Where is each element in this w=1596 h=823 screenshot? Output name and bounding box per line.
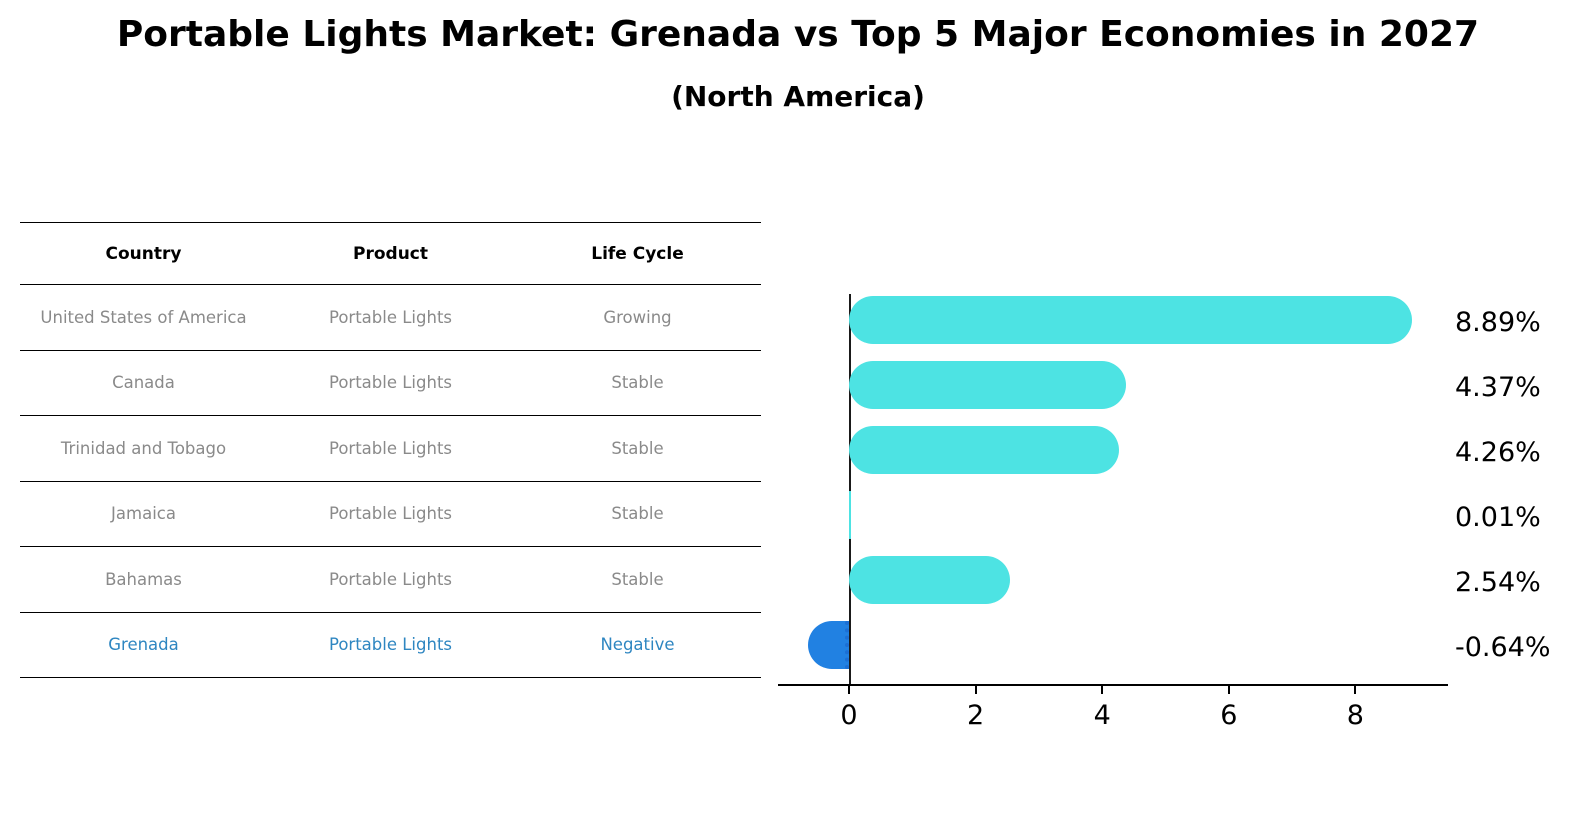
table-header-row: Country Product Life Cycle xyxy=(20,223,761,285)
x-tick-mark-0 xyxy=(848,686,850,694)
page-title: Portable Lights Market: Grenada vs Top 5… xyxy=(116,14,1480,55)
cell-life-cycle: Growing xyxy=(603,307,672,327)
table-row-canada: Canada Portable Lights Stable xyxy=(20,351,761,416)
plot-area xyxy=(778,290,1448,686)
bar-value-label-canada: 4.37% xyxy=(1455,372,1541,403)
bar-value-label-trinidad-and-tobago: 4.26% xyxy=(1455,437,1541,468)
bar-value-label-grenada: -0.64% xyxy=(1455,632,1551,663)
horizontal-bar-chart: 0 2 4 6 8 xyxy=(778,290,1448,750)
cell-life-cycle: Negative xyxy=(600,635,675,655)
x-tick-label-6: 6 xyxy=(1220,700,1238,731)
cell-product: Portable Lights xyxy=(328,635,453,655)
x-tick-mark-6 xyxy=(1227,686,1230,694)
bar-grenada xyxy=(808,621,849,669)
table-row-trinidad-and-tobago: Trinidad and Tobago Portable Lights Stab… xyxy=(20,416,761,482)
bar-trinidad-and-tobago xyxy=(849,426,1119,474)
cell-country: Grenada xyxy=(108,635,179,655)
cell-country: Trinidad and Tobago xyxy=(60,438,227,458)
bar-canada xyxy=(849,361,1126,409)
table-row-bahamas: Bahamas Portable Lights Stable xyxy=(20,547,761,613)
x-tick-label-0: 0 xyxy=(840,700,858,731)
cell-product: Portable Lights xyxy=(328,307,453,327)
cell-country: Jamaica xyxy=(111,504,176,524)
cell-product: Portable Lights xyxy=(328,438,453,458)
x-tick-label-2: 2 xyxy=(967,700,985,731)
bar-value-label-united-states-of-america: 8.89% xyxy=(1455,307,1541,338)
bar-value-label-bahamas: 2.54% xyxy=(1455,567,1541,598)
bar-value-label-jamaica: 0.01% xyxy=(1455,502,1541,533)
x-tick-mark-2 xyxy=(974,686,977,694)
bar-value-labels: 8.89% 4.37% 4.26% 0.01% 2.54% -0.64% xyxy=(1455,290,1595,680)
column-header-life-cycle: Life Cycle xyxy=(591,243,684,264)
cell-product: Portable Lights xyxy=(328,569,453,589)
page-subtitle: (North America) xyxy=(671,80,925,113)
x-tick-label-8: 8 xyxy=(1346,700,1364,731)
x-tick-mark-4 xyxy=(1101,686,1104,694)
cell-life-cycle: Stable xyxy=(611,569,664,589)
table-row-jamaica: Jamaica Portable Lights Stable xyxy=(20,482,761,547)
cell-product: Portable Lights xyxy=(328,504,453,524)
country-data-table: Country Product Life Cycle United States… xyxy=(20,222,761,678)
cell-country: Canada xyxy=(112,373,175,393)
cell-country: Bahamas xyxy=(105,569,182,589)
bar-bahamas xyxy=(849,556,1010,604)
zero-axis-line xyxy=(849,294,851,686)
cell-life-cycle: Stable xyxy=(611,504,664,524)
table-row-united-states-of-america: United States of America Portable Lights… xyxy=(20,285,761,351)
cell-life-cycle: Stable xyxy=(611,373,664,393)
cell-country: United States of America xyxy=(40,307,247,327)
bar-united-states-of-america xyxy=(849,296,1412,344)
table-row-grenada: Grenada Portable Lights Negative xyxy=(20,613,761,678)
x-tick-label-4: 4 xyxy=(1093,700,1111,731)
x-axis-line xyxy=(778,684,1448,686)
column-header-country: Country xyxy=(105,243,182,264)
column-header-product: Product xyxy=(353,243,428,264)
cell-product: Portable Lights xyxy=(328,373,453,393)
cell-life-cycle: Stable xyxy=(611,438,664,458)
x-tick-mark-8 xyxy=(1354,686,1357,694)
bar-jamaica xyxy=(849,491,851,539)
